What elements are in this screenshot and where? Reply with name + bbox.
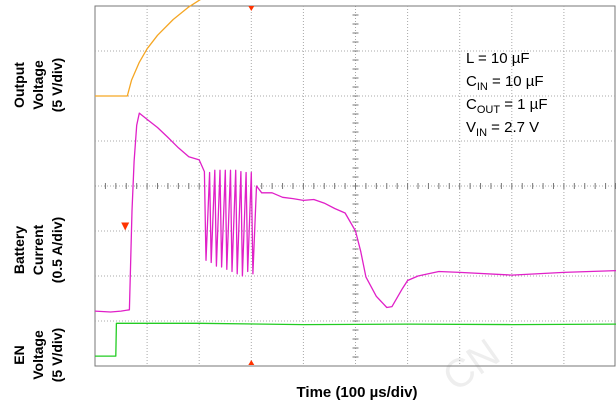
- annotation-cout-sub: OUT: [477, 104, 501, 116]
- watermark: CN: [435, 331, 508, 400]
- annotation-cout-main: C: [466, 96, 477, 113]
- en-label-line3: (5 V/div): [49, 328, 65, 382]
- en-label-line1: EN: [11, 345, 27, 364]
- marker-trigger-bottom: [248, 360, 255, 365]
- battery-current-label: Battery Current (0.5 A/div): [11, 217, 65, 283]
- battery-label-line2: Current: [30, 224, 46, 275]
- trace-battery-current: [94, 112, 616, 313]
- en-voltage-label: EN Voltage (5 V/div): [11, 328, 65, 382]
- en-label-line2: Voltage: [30, 330, 46, 380]
- marker-level-left: [121, 222, 130, 231]
- traces: [94, 0, 616, 357]
- marker-trigger-top: [248, 6, 255, 11]
- watermark-text: CN: [435, 331, 508, 400]
- annotation-cin-sub: IN: [477, 81, 488, 93]
- trace-en-voltage: [95, 322, 616, 357]
- annotation-cout: COUT = 1 µF: [466, 96, 548, 116]
- annotation-cin-main: C: [466, 73, 477, 90]
- output-voltage-label: Output Voltage (5 V/div): [11, 58, 65, 112]
- graticule: [94, 5, 616, 367]
- component-annotation: L = 10 µF CIN = 10 µF COUT = 1 µF VIN = …: [466, 50, 548, 139]
- annotation-vin-main: V: [466, 119, 476, 136]
- trace-output-voltage: [95, 0, 201, 97]
- output-label-line2: Voltage: [30, 60, 46, 110]
- annotation-cin: CIN = 10 µF: [466, 73, 544, 93]
- annotation-l: L = 10 µF: [466, 50, 530, 67]
- annotation-cin-rest: = 10 µF: [488, 73, 544, 90]
- battery-label-line3: (0.5 A/div): [49, 217, 65, 283]
- battery-label-line1: Battery: [11, 226, 27, 274]
- annotation-vin: VIN = 2.7 V: [466, 119, 539, 139]
- annotation-cout-rest: = 1 µF: [500, 96, 547, 113]
- output-label-line1: Output: [11, 62, 27, 108]
- annotation-vin-rest: = 2.7 V: [487, 119, 539, 136]
- output-label-line3: (5 V/div): [49, 58, 65, 112]
- annotation-vin-sub: IN: [476, 127, 487, 139]
- x-axis-label: Time (100 µs/div): [297, 384, 418, 401]
- trigger-markers: [121, 6, 255, 365]
